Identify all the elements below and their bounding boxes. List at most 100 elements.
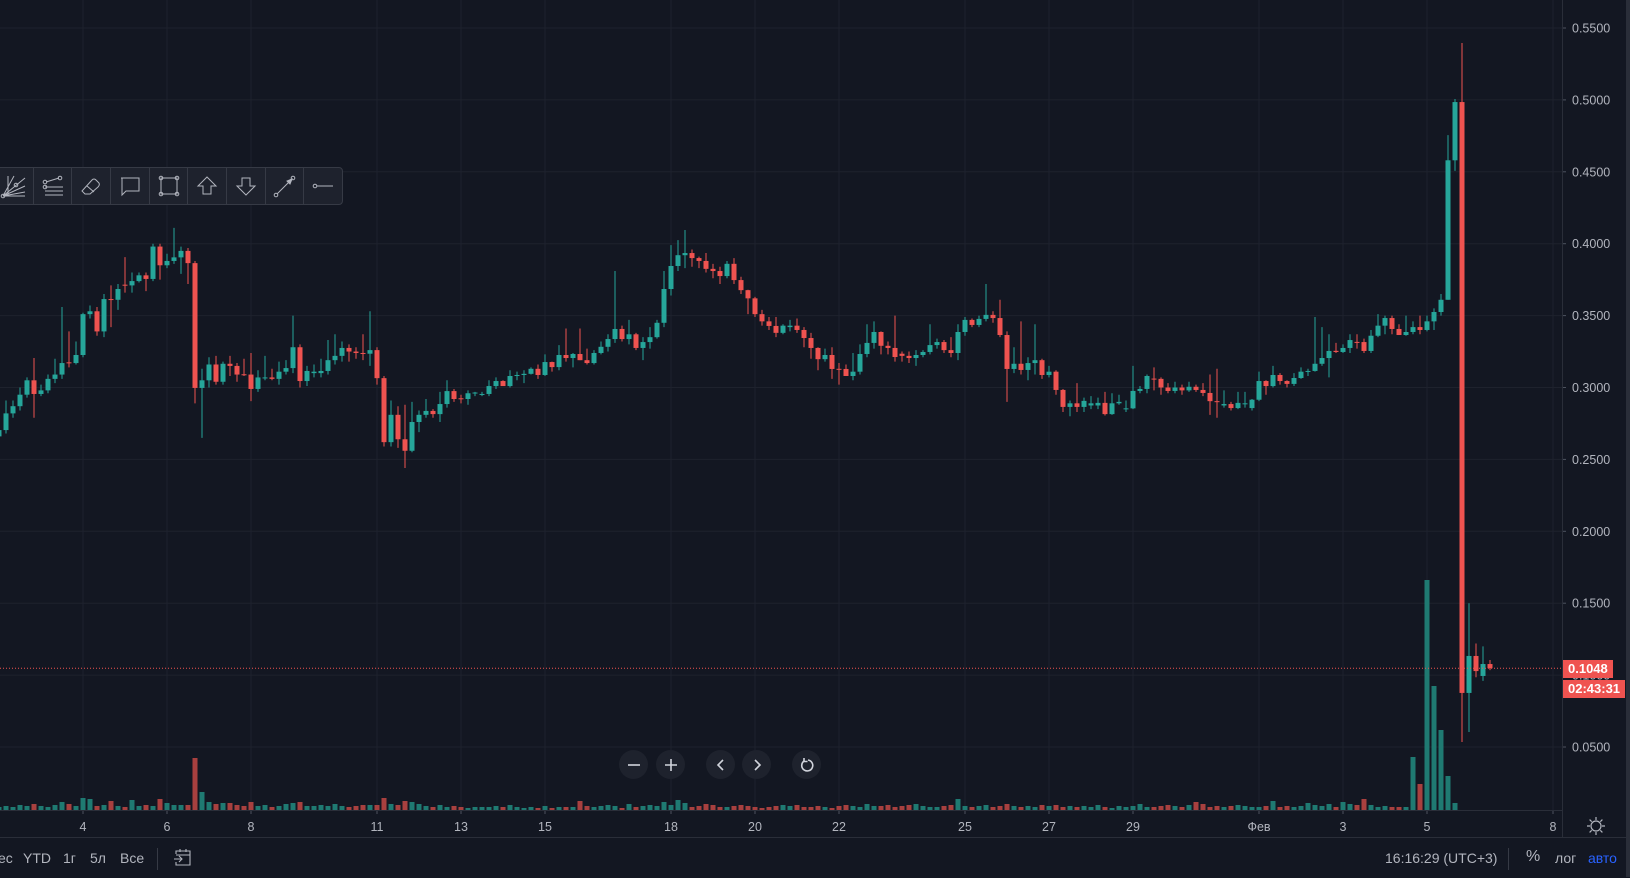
zoom-out-button[interactable]	[619, 750, 648, 779]
candle-body	[752, 298, 758, 315]
callout-button[interactable]	[111, 168, 150, 204]
candle-body	[878, 331, 884, 346]
volume-bar	[808, 807, 814, 810]
volume-bar	[1074, 807, 1080, 810]
volume-bar	[353, 806, 359, 810]
volume-bar	[388, 804, 394, 810]
eraser-button[interactable]	[72, 168, 112, 204]
volume-bar	[1011, 806, 1017, 810]
range-1m-button[interactable]: ес	[0, 850, 13, 866]
range-ytd-button[interactable]: YTD	[23, 850, 51, 866]
volume-bar	[787, 806, 793, 810]
candle-body	[143, 275, 149, 279]
chart-settings-button[interactable]	[1586, 816, 1606, 836]
candle-body	[122, 284, 128, 286]
price-axis-label: 0.5000	[1572, 93, 1610, 107]
fib-retracement-icon	[42, 175, 63, 196]
log-scale-button[interactable]: лог	[1555, 850, 1577, 866]
candle-body	[486, 386, 492, 394]
candle-body	[1116, 401, 1122, 404]
volume-bar	[948, 805, 954, 810]
volume-bar	[444, 807, 450, 810]
range-all-button[interactable]: Все	[120, 850, 145, 866]
candle-body	[801, 329, 807, 339]
volume-bar	[164, 803, 170, 810]
candle-body	[983, 314, 989, 319]
fib-retracement-button[interactable]	[34, 168, 73, 204]
candle-body	[1452, 102, 1458, 161]
volume-bar	[297, 802, 303, 810]
volume-bar	[227, 803, 233, 810]
scroll-right-button[interactable]	[742, 750, 771, 779]
candle-body	[297, 347, 303, 382]
candle-body	[542, 362, 548, 375]
zoom-in-button[interactable]	[656, 750, 685, 779]
time-axis-label: Фев	[1247, 820, 1270, 834]
range-5y-button[interactable]: 5л	[90, 850, 106, 866]
candle-body	[913, 355, 919, 359]
arrow-up-button[interactable]	[188, 168, 228, 204]
percent-scale-button[interactable]: %	[1526, 848, 1541, 865]
volume-bar	[1333, 807, 1339, 810]
candle-body	[136, 275, 142, 282]
volume-bar	[857, 807, 863, 810]
candle-body	[290, 347, 296, 369]
range-1y-button[interactable]: 1г	[63, 850, 76, 866]
candle-body	[885, 345, 891, 348]
auto-scale-button[interactable]: авто	[1588, 850, 1617, 866]
scroll-left-button[interactable]	[706, 750, 735, 779]
volume-bar	[528, 807, 534, 810]
volume-bar	[262, 805, 268, 810]
volume-bar	[430, 807, 436, 810]
volume-bar	[1130, 806, 1136, 810]
go-to-date-button[interactable]	[172, 846, 194, 873]
volume-bar	[1228, 806, 1234, 810]
time-axis-label: 6	[164, 820, 171, 834]
candle-body	[1053, 371, 1059, 390]
volume-bar	[1438, 730, 1444, 810]
reset-chart-button[interactable]	[792, 750, 821, 779]
volume-bar	[1354, 805, 1360, 810]
volume-bar	[969, 807, 975, 810]
volume-bar	[864, 804, 870, 810]
volume-bar	[304, 806, 310, 810]
volume-bar	[136, 806, 142, 810]
volume-bar	[598, 806, 604, 810]
time-axis-label: 5	[1424, 820, 1431, 834]
horizontal-ray-button[interactable]	[304, 168, 342, 204]
candle-body	[45, 378, 51, 391]
volume-bar	[17, 805, 23, 810]
candle-body	[535, 368, 541, 375]
candle-body	[304, 370, 310, 382]
volume-bar	[1319, 806, 1325, 810]
candle-body	[731, 263, 737, 281]
candle-body	[759, 314, 765, 322]
candle-body	[479, 393, 485, 395]
volume-bar	[311, 806, 317, 810]
gear-icon	[1587, 817, 1605, 835]
volume-bar	[1396, 807, 1402, 810]
candle-body	[822, 355, 828, 360]
candle-body	[150, 246, 156, 279]
rectangle-icon	[158, 175, 179, 197]
rectangle-button[interactable]	[150, 168, 189, 204]
candle-body	[444, 391, 450, 405]
volume-bar	[682, 803, 688, 810]
volume-bar	[563, 807, 569, 810]
volume-bar	[983, 805, 989, 810]
clock-timezone[interactable]: 16:16:29 (UTC+3)	[1385, 850, 1498, 866]
fib-fan-button[interactable]	[0, 168, 34, 204]
volume-bar	[192, 758, 198, 810]
volume-bar	[1088, 807, 1094, 810]
volume-bar	[1179, 807, 1185, 810]
candle-body	[1305, 370, 1311, 372]
candle-body	[1186, 386, 1192, 391]
trend-arrow-button[interactable]	[266, 168, 305, 204]
minus-icon	[627, 763, 640, 766]
arrow-down-button[interactable]	[227, 168, 266, 204]
fib-fan-icon	[0, 175, 26, 199]
volume-bar	[1039, 805, 1045, 810]
volume-bar	[633, 807, 639, 810]
candle-body	[346, 347, 352, 352]
